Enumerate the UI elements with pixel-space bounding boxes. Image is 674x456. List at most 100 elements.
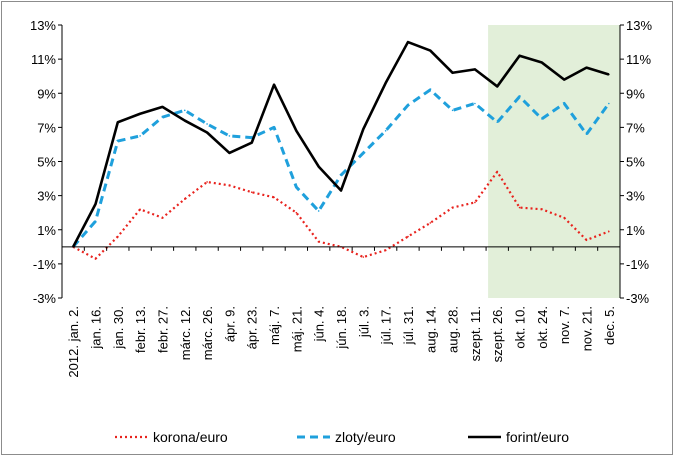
data-point: [206, 131, 208, 134]
x-tick-label: márc. 26.: [200, 306, 215, 360]
data-point: [451, 109, 454, 112]
data-point: [384, 82, 387, 84]
y-tick-label-left: 1%: [37, 223, 56, 238]
data-point: [362, 128, 365, 130]
data-point: [228, 135, 231, 137]
data-point: [295, 211, 298, 214]
y-tick-label-left: -3%: [33, 291, 57, 306]
data-point: [250, 191, 253, 194]
data-point: [206, 123, 208, 125]
x-tick-label: jan. 16.: [88, 306, 103, 350]
data-point: [541, 61, 543, 64]
x-tick-label: febr. 13.: [133, 306, 148, 353]
x-tick-label: máj. 7.: [267, 306, 282, 345]
data-point: [585, 239, 588, 241]
y-tick-label-right: -3%: [626, 291, 650, 306]
data-point: [474, 102, 476, 105]
data-point: [518, 54, 521, 57]
y-tick-label-left: 13%: [30, 18, 56, 33]
data-point: [541, 118, 543, 120]
data-point: [518, 206, 521, 209]
data-point: [384, 129, 387, 132]
data-point: [183, 119, 186, 122]
data-point: [161, 106, 164, 108]
data-point: [496, 85, 499, 88]
x-tick-label: júl. 17.: [379, 306, 394, 345]
data-point: [317, 240, 320, 243]
x-tick-label: júl. 31.: [401, 306, 416, 345]
data-point: [117, 140, 119, 142]
data-point: [295, 129, 298, 132]
data-point: [250, 141, 253, 144]
y-tick-label-right: 7%: [626, 120, 645, 135]
y-tick-label-right: -1%: [626, 257, 650, 272]
data-point: [474, 68, 476, 71]
data-point: [429, 49, 432, 52]
data-point: [317, 165, 320, 168]
data-point: [273, 126, 275, 129]
y-tick-label-left: -1%: [33, 257, 57, 272]
data-point: [206, 181, 208, 183]
data-point: [608, 102, 610, 105]
data-point: [94, 220, 97, 223]
data-point: [384, 249, 387, 252]
y-tick-label-left: 9%: [37, 86, 56, 101]
x-tick-label: júl. 3.: [356, 306, 371, 338]
x-tick-label: nov. 7.: [557, 306, 572, 344]
y-tick-label-right: 3%: [626, 189, 645, 204]
data-point: [496, 121, 499, 124]
data-point: [139, 135, 141, 137]
data-point: [407, 41, 409, 43]
x-tick-label: ápr. 23.: [245, 306, 260, 349]
legend-label: forint/euro: [506, 429, 569, 445]
x-tick-label: nov. 21.: [580, 306, 595, 351]
data-point: [317, 210, 320, 212]
data-point: [273, 196, 275, 199]
y-tick-label-right: 5%: [626, 155, 645, 170]
data-point: [563, 78, 565, 81]
y-tick-label-left: 3%: [37, 189, 56, 204]
data-point: [563, 217, 565, 219]
x-tick-label: okt. 24.: [535, 306, 550, 349]
data-point: [161, 116, 164, 118]
y-tick-label-left: 7%: [37, 120, 56, 135]
data-point: [496, 170, 499, 173]
data-point: [340, 174, 342, 176]
data-point: [407, 104, 409, 106]
x-tick-label: febr. 27.: [155, 306, 170, 353]
axes: 13% 13% 11% 11% 9% 9% 7% 7% 5% 5% 3% 3% 1% 1% -1% -1% -3…: [30, 18, 652, 378]
data-point: [407, 235, 409, 238]
data-point: [139, 208, 141, 211]
x-tick-label: ápr. 9.: [222, 306, 237, 342]
data-point: [608, 230, 610, 233]
data-point: [250, 136, 253, 139]
data-point: [117, 235, 119, 238]
legend: korona/euro zloty/euro forint/euro: [115, 429, 569, 445]
x-tick-label: jún. 4.: [312, 306, 327, 342]
data-point: [585, 133, 588, 135]
data-point: [429, 222, 432, 224]
data-point: [183, 109, 186, 112]
data-point: [518, 95, 521, 98]
x-tick-label: máj. 21.: [289, 306, 304, 352]
x-tick-label: aug. 14.: [423, 306, 438, 353]
data-point: [429, 89, 432, 91]
shaded-region: [488, 25, 620, 298]
data-point: [362, 256, 365, 258]
x-tick-label: szept. 26.: [490, 306, 505, 362]
data-point: [139, 112, 141, 115]
data-point: [94, 257, 97, 260]
x-tick-label: jún. 18.: [334, 306, 349, 350]
data-point: [340, 189, 342, 192]
y-tick-label-right: 13%: [626, 18, 652, 33]
data-point: [541, 208, 543, 211]
legend-label: korona/euro: [153, 429, 228, 445]
y-tick-label-right: 9%: [626, 86, 645, 101]
data-point: [362, 152, 365, 154]
data-point: [295, 186, 298, 188]
legend-label: zloty/euro: [335, 429, 396, 445]
y-tick-label-right: 1%: [626, 223, 645, 238]
x-tick-label: jan. 30.: [111, 306, 126, 350]
y-tick-label-left: 5%: [37, 155, 56, 170]
